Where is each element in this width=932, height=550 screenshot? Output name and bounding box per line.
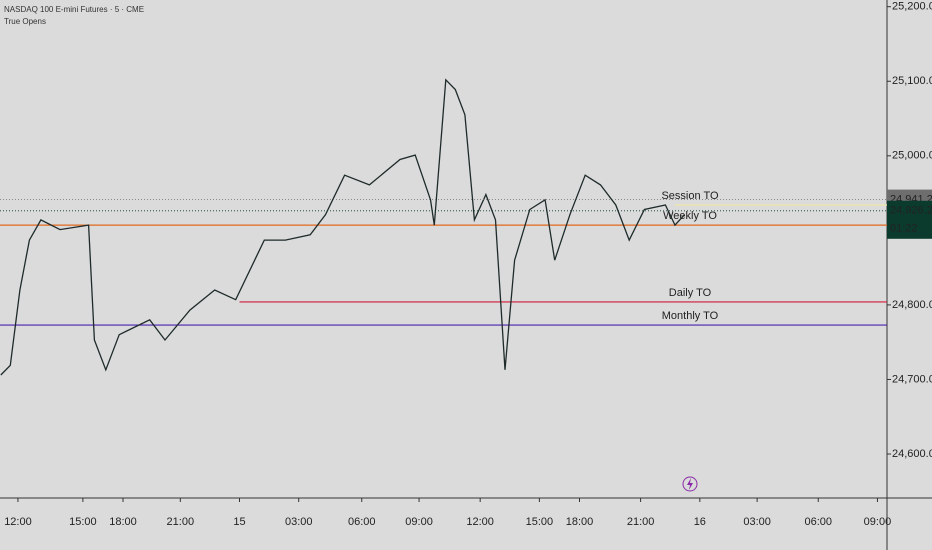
level-label: Weekly TO bbox=[663, 210, 717, 222]
x-tick-label: 15 bbox=[233, 516, 245, 528]
y-tick-label: 25,200.00 bbox=[892, 1, 932, 13]
x-tick-label: 06:00 bbox=[804, 516, 832, 528]
y-tick-label: 24,700.00 bbox=[892, 373, 932, 385]
x-tick-label: 03:00 bbox=[285, 516, 313, 528]
level-label: Daily TO bbox=[669, 287, 712, 299]
y-tick-label: 24,800.00 bbox=[892, 299, 932, 311]
level-label: Session TO bbox=[661, 190, 719, 202]
x-tick-label: 06:00 bbox=[348, 516, 376, 528]
x-tick-label: 15:00 bbox=[526, 516, 554, 528]
x-tick-label: 18:00 bbox=[566, 516, 594, 528]
price-label-box bbox=[887, 200, 932, 239]
x-tick-label: 03:00 bbox=[743, 516, 771, 528]
countdown-label: 01:22 bbox=[890, 223, 918, 235]
price-label: 24,926.25 bbox=[890, 205, 932, 217]
y-tick-label: 24,600.00 bbox=[892, 448, 932, 460]
x-tick-label: 18:00 bbox=[109, 516, 137, 528]
x-tick-label: 12:00 bbox=[4, 516, 32, 528]
price-line bbox=[0, 78, 685, 376]
y-tick-label: 25,000.00 bbox=[892, 150, 932, 162]
x-tick-label: 09:00 bbox=[405, 516, 433, 528]
alert-icon[interactable] bbox=[682, 476, 698, 492]
x-tick-label: 12:00 bbox=[466, 516, 494, 528]
x-tick-label: 21:00 bbox=[627, 516, 655, 528]
x-tick-label: 15:00 bbox=[69, 516, 97, 528]
level-label: Monthly TO bbox=[662, 310, 719, 322]
chart-title: NASDAQ 100 E-mini Futures · 5 · CME bbox=[4, 5, 144, 14]
x-tick-label: 21:00 bbox=[167, 516, 195, 528]
x-tick-label: 16 bbox=[694, 516, 706, 528]
x-tick-label: 09:00 bbox=[864, 516, 892, 528]
y-tick-label: 25,100.00 bbox=[892, 75, 932, 87]
indicator-name[interactable]: True Opens bbox=[4, 17, 46, 26]
